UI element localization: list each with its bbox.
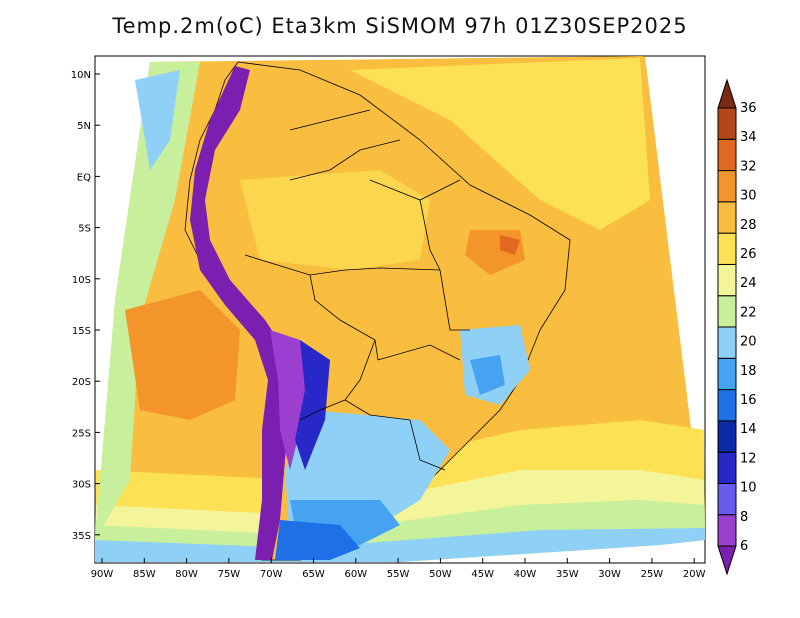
lat-tick-label: 5S xyxy=(78,224,91,235)
colorbar-label: 14 xyxy=(740,422,757,437)
pacific-cool-edge xyxy=(95,62,200,540)
lat-tick-label: 10S xyxy=(72,275,91,286)
colorbar-swatch xyxy=(717,420,737,453)
colorbar-swatch xyxy=(717,482,737,516)
amazon-warm xyxy=(240,170,430,270)
colorbar-label: 28 xyxy=(740,218,757,233)
colorbar-label: 6 xyxy=(740,539,748,554)
colorbar-swatch xyxy=(717,107,737,140)
lat-tick-label: 25S xyxy=(72,428,91,439)
colorbar-label: 10 xyxy=(740,481,757,496)
colorbar-label: 16 xyxy=(740,393,757,408)
southern-cold-patch xyxy=(275,520,360,560)
colorbar-min-arrow xyxy=(717,545,737,576)
colorbar-label: 32 xyxy=(740,159,757,174)
colorbar-label: 36 xyxy=(740,101,757,116)
lon-tick-label: 55W xyxy=(387,569,410,580)
colorbar: 36 34 32 30 28 26 24 22 20 18 16 14 12 10 8 6 xyxy=(717,78,757,576)
lat-tick-label: 20S xyxy=(72,377,91,388)
lat-tick-label: 5N xyxy=(77,121,91,132)
lon-tick-label: 70W xyxy=(260,569,283,580)
colorbar-swatch xyxy=(717,138,737,172)
colorbar-swatch xyxy=(717,389,737,422)
lat-tick-label: 10N xyxy=(71,70,91,81)
colorbar-label: 12 xyxy=(740,451,757,466)
colorbar-swatch xyxy=(717,357,737,391)
colorbar-label: 26 xyxy=(740,247,757,262)
pacific-warm-blob xyxy=(125,290,240,420)
colorbar-label: 18 xyxy=(740,364,757,379)
andes-cold xyxy=(190,66,290,560)
colorbar-swatch xyxy=(717,263,737,297)
se-brazil-cool-2 xyxy=(470,355,505,395)
lon-tick-label: 65W xyxy=(302,569,325,580)
lon-tick-label: 85W xyxy=(133,569,156,580)
colorbar-swatch xyxy=(717,451,737,484)
atlantic-warm xyxy=(350,58,650,230)
colorbar-label: 30 xyxy=(740,189,757,204)
lon-tick-label: 30W xyxy=(598,569,621,580)
colorbar-label: 24 xyxy=(740,276,757,291)
interior-hot-2 xyxy=(500,235,520,255)
colorbar-label: 34 xyxy=(740,130,757,145)
colorbar-swatch xyxy=(717,326,737,359)
colorbar-max-arrow xyxy=(717,78,737,109)
lon-tick-label: 25W xyxy=(641,569,664,580)
latitude-axis: 10N 5N EQ 5S 10S 15S 20S 25S 30S 35S xyxy=(71,70,100,542)
colorbar-label: 22 xyxy=(740,305,757,320)
temperature-field xyxy=(95,56,705,562)
lon-tick-label: 75W xyxy=(218,569,241,580)
lon-tick-label: 90W xyxy=(91,569,114,580)
map-title: Temp.2m(oC) Eta3km SiSMOM 97h 01Z30SEP20… xyxy=(112,14,688,38)
lat-tick-label: 35S xyxy=(72,531,91,542)
lat-tick-label: 30S xyxy=(72,480,91,491)
colorbar-swatch xyxy=(717,232,737,265)
colorbar-swatch xyxy=(717,295,737,328)
pacific-cool-edge-2 xyxy=(135,70,180,170)
andes-blue-edge xyxy=(295,340,330,470)
colorbar-swatch xyxy=(717,514,737,547)
colorbar-swatch xyxy=(717,201,737,234)
colorbar-label: 20 xyxy=(740,335,757,350)
lat-tick-label: 15S xyxy=(72,326,91,337)
country-borders xyxy=(244,109,470,471)
lon-tick-label: 60W xyxy=(344,569,367,580)
lon-tick-label: 45W xyxy=(471,569,494,580)
lon-tick-label: 80W xyxy=(175,569,198,580)
lon-tick-label: 50W xyxy=(429,569,452,580)
colorbar-label: 8 xyxy=(740,510,748,525)
lon-tick-label: 40W xyxy=(514,569,537,580)
lon-tick-label: 35W xyxy=(556,569,579,580)
lat-tick-label: EQ xyxy=(77,172,91,183)
lon-tick-label: 20W xyxy=(683,569,706,580)
colorbar-swatch xyxy=(717,170,737,203)
longitude-axis: 90W 85W 80W 75W 70W 65W 60W 55W 50W 45W 40W 35W 30W 2… xyxy=(91,558,706,580)
